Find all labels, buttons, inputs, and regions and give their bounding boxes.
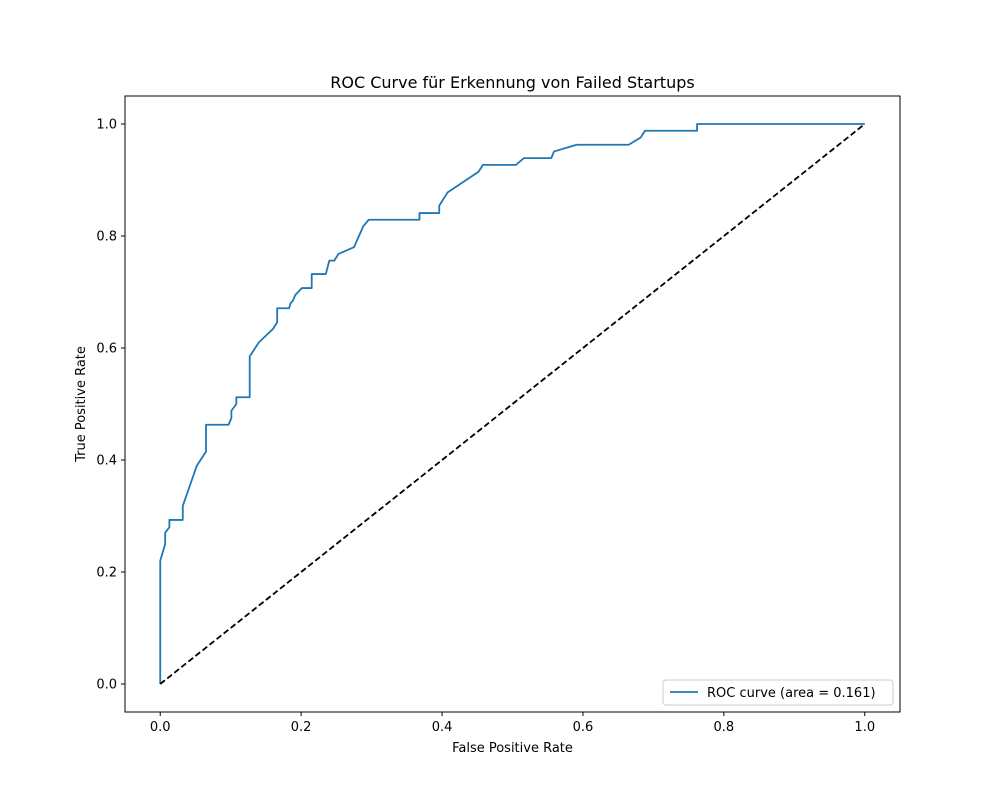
roc-curve-line [159, 123, 865, 684]
legend: ROC curve (area = 0.161) [662, 679, 894, 706]
y-tick-label: 0.0 [96, 678, 117, 693]
x-axis-label: False Positive Rate [452, 741, 573, 756]
y-tick-label: 0.8 [96, 230, 117, 245]
x-axis: 0.0 0.2 0.4 0.6 0.8 1.0 [150, 712, 875, 735]
axes-frame [124, 95, 901, 713]
chart-title: ROC Curve für Erkennung von Failed Start… [330, 73, 694, 92]
x-tick-label: 0.8 [714, 720, 735, 735]
x-tick-label: 1.0 [854, 720, 875, 735]
y-axis-label: True Positive Rate [74, 346, 89, 463]
x-tick-label: 0.4 [432, 720, 453, 735]
y-tick-label: 1.0 [96, 118, 117, 133]
legend-label-roc: ROC curve (area = 0.161) [707, 686, 876, 701]
plot-series [159, 123, 866, 685]
x-tick-label: 0.2 [291, 720, 312, 735]
y-tick-label: 0.4 [96, 454, 117, 469]
x-tick-label: 0.0 [150, 720, 171, 735]
y-tick-label: 0.6 [96, 342, 117, 357]
chance-diagonal-line [159, 123, 866, 685]
x-tick-label: 0.6 [573, 720, 594, 735]
legend-box [662, 679, 894, 706]
y-axis: 0.0 0.2 0.4 0.6 0.8 1.0 [96, 118, 125, 693]
y-tick-label: 0.2 [96, 566, 117, 581]
